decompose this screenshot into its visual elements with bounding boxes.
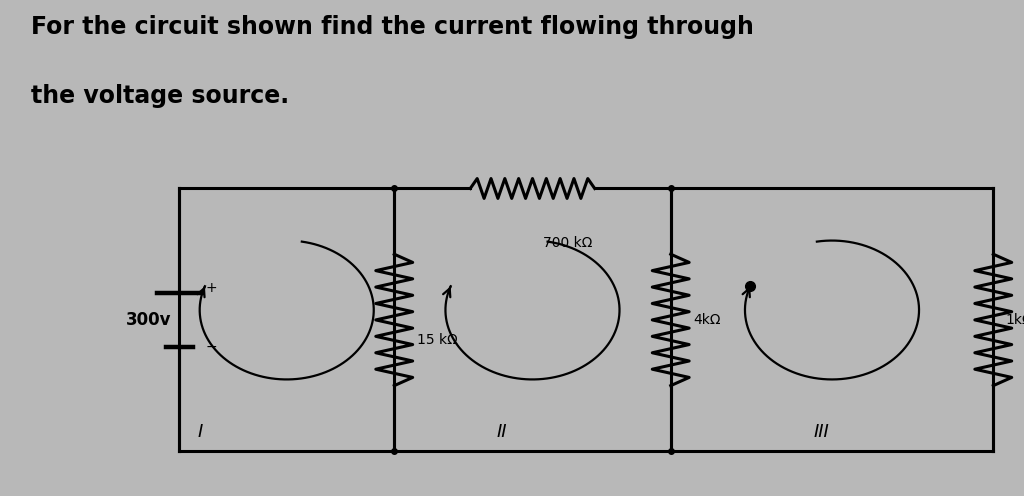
Text: 1kΩ: 1kΩ	[1006, 313, 1024, 327]
Text: For the circuit shown find the current flowing through: For the circuit shown find the current f…	[31, 15, 754, 39]
Text: 300v: 300v	[126, 311, 171, 329]
Text: I: I	[197, 423, 203, 440]
Text: 700 kΩ: 700 kΩ	[543, 236, 592, 250]
Text: the voltage source.: the voltage source.	[31, 84, 289, 108]
Text: II: II	[497, 423, 507, 440]
Text: 4kΩ: 4kΩ	[693, 313, 721, 327]
Text: III: III	[814, 423, 829, 440]
Text: 15 kΩ: 15 kΩ	[417, 333, 458, 347]
Text: −: −	[206, 340, 217, 354]
Text: +: +	[206, 281, 217, 295]
